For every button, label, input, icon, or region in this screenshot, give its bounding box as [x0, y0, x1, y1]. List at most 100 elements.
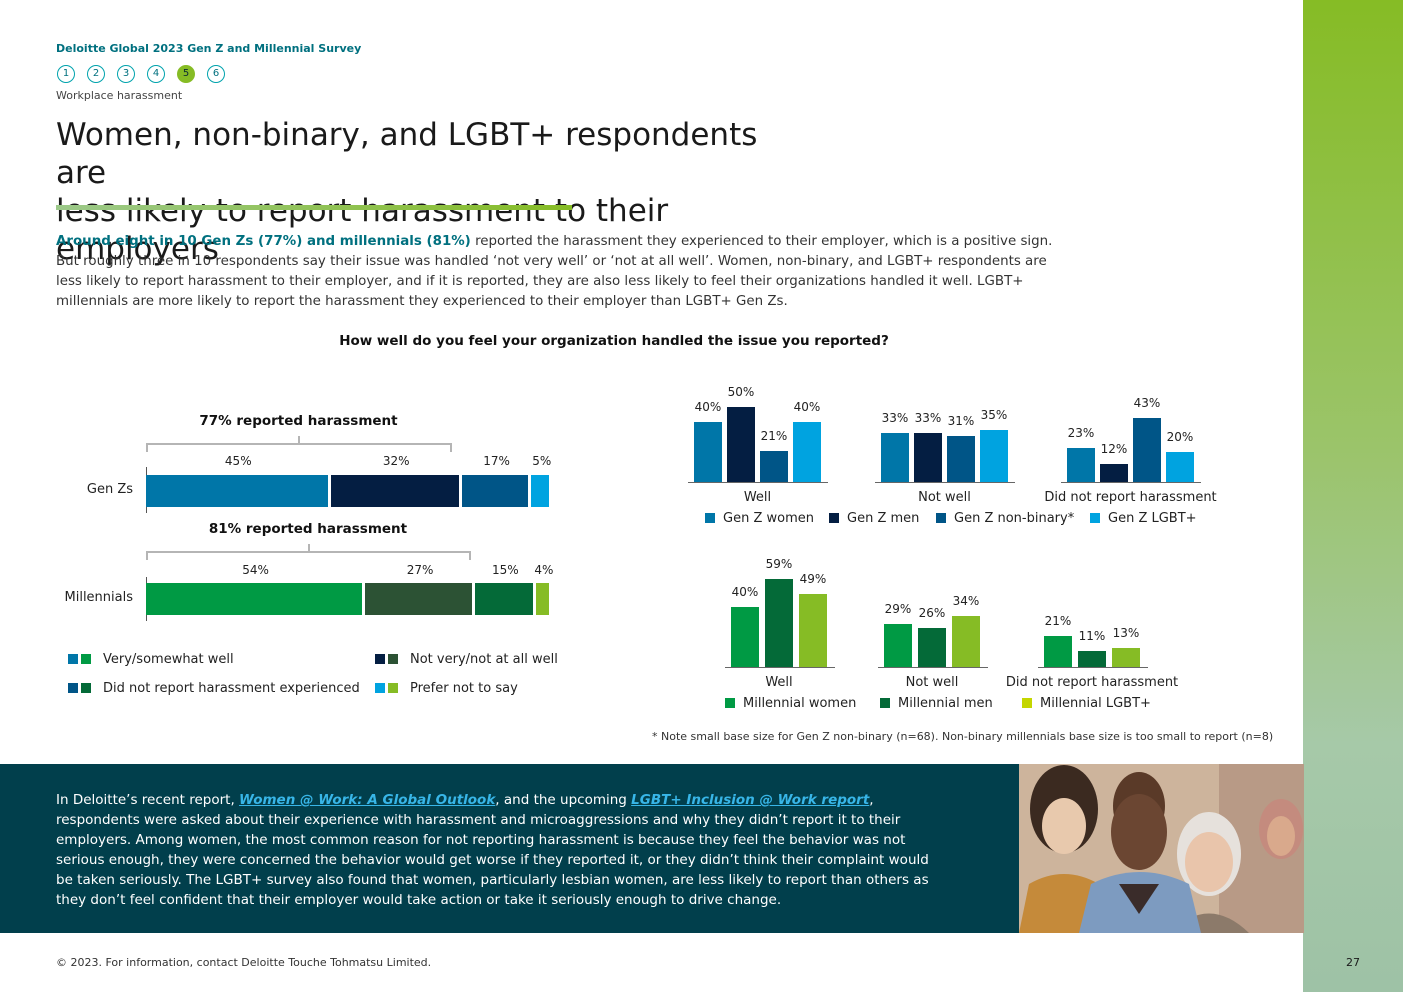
legend-swatch: [375, 654, 385, 664]
grouped-bar: [952, 616, 980, 667]
legend-item: Gen Z LGBT+: [1090, 511, 1197, 526]
grouped-bar-value-label: 31%: [947, 413, 975, 428]
legend-swatch: [388, 654, 398, 664]
decorative-side-bar: [1303, 0, 1403, 992]
group-baseline: [1061, 482, 1201, 483]
legend-item: Prefer not to say: [375, 681, 518, 696]
legend-label: Millennial women: [743, 696, 857, 711]
legend-item: Not very/not at all well: [375, 652, 558, 667]
lgbt-inclusion-link[interactable]: LGBT+ Inclusion @ Work report: [631, 792, 870, 808]
page-title-line2: less likely to report harassment to thei…: [56, 193, 669, 267]
legend-swatch: [705, 513, 715, 523]
group-category-label: Did not report harassment: [1005, 675, 1179, 690]
group-baseline: [1038, 667, 1148, 668]
step-4[interactable]: 4: [147, 65, 165, 83]
grouped-bar: [980, 429, 1008, 482]
grouped-bar-value-label: 21%: [1044, 613, 1072, 628]
step-3[interactable]: 3: [117, 65, 135, 83]
grouped-bar: [918, 628, 946, 667]
grouped-bar: [947, 435, 975, 482]
legend-item: Millennial women: [725, 696, 856, 711]
legend-swatch: [829, 513, 839, 523]
legend-swatch: [1022, 698, 1032, 708]
legend-item: Did not report harassment experienced: [68, 681, 360, 696]
legend-item: Gen Z men: [829, 511, 919, 526]
callout-text-part2: , and the upcoming: [495, 792, 632, 808]
stacked-bar-segment: [474, 583, 533, 615]
grouped-bar-value-label: 59%: [765, 556, 793, 571]
grouped-bar: [694, 422, 722, 482]
legend-label: Not very/not at all well: [410, 652, 558, 667]
legend-swatch: [725, 698, 735, 708]
legend-label: Millennial LGBT+: [1040, 696, 1151, 711]
stacked-bar-value-label: 17%: [483, 454, 510, 468]
footnote: * Note small base size for Gen Z non-bin…: [652, 730, 1274, 743]
legend-swatch: [81, 683, 91, 693]
annotation-bracket-tick-0: [298, 436, 300, 443]
annotation-bracket-1: [146, 551, 471, 560]
stacked-bar-segment: [461, 475, 529, 507]
page-number: 27: [1346, 956, 1360, 969]
grouped-bar-value-label: 43%: [1133, 395, 1161, 410]
annotation-0: 77% reported harassment: [199, 413, 398, 429]
legend-swatch: [68, 654, 78, 664]
grouped-bar-value-label: 50%: [727, 385, 755, 399]
step-2[interactable]: 2: [87, 65, 105, 83]
legend-label: Millennial men: [898, 696, 993, 711]
step-5[interactable]: 5: [177, 65, 195, 83]
grouped-bar: [727, 407, 755, 482]
legend-item: Gen Z women: [705, 511, 814, 526]
stacked-bar-value-label: 27%: [406, 563, 434, 577]
copyright-footer: © 2023. For information, contact Deloitt…: [56, 956, 432, 969]
grouped-bar-value-label: 13%: [1112, 625, 1140, 640]
group-category-label: Not well: [918, 490, 971, 505]
group-category-label: Not well: [905, 675, 959, 690]
grouped-bar-value-label: 26%: [918, 606, 946, 620]
stacked-bar-value-label: 15%: [491, 563, 519, 577]
group-category-label: Well: [765, 675, 793, 690]
grouped-bar: [765, 578, 793, 667]
callout-text-part3: , respondents were asked about their exp…: [56, 792, 929, 908]
stacked-bar-value-label: 45%: [224, 454, 252, 468]
group-category-label: Well: [743, 490, 772, 505]
stacked-bar-segment: [531, 475, 549, 507]
callout-text-part1: In Deloitte’s recent report,: [56, 792, 240, 808]
intro-paragraph: Around eight in 10 Gen Zs (77%) and mill…: [56, 232, 1066, 312]
stacked-bar-segment: [535, 583, 549, 615]
grouped-bar: [1166, 452, 1194, 482]
step-1[interactable]: 1: [57, 65, 75, 83]
grouped-bar-value-label: 23%: [1067, 425, 1095, 440]
legend-label: Gen Z non-binary*: [954, 511, 1075, 526]
grouped-bar: [881, 432, 909, 482]
row-label-1: Millennials: [64, 590, 134, 605]
grouped-bar: [1133, 417, 1161, 482]
grouped-bar-value-label: 40%: [793, 400, 821, 414]
grouped-bar: [1078, 650, 1106, 667]
grouped-bar-value-label: 34%: [952, 594, 980, 608]
grouped-bar-value-label: 29%: [884, 601, 912, 616]
grouped-bar-value-label: 49%: [799, 571, 827, 586]
legend-swatch: [81, 654, 91, 664]
intro-highlight: Around eight in 10 Gen Zs (77%) and mill…: [56, 234, 471, 249]
grouped-bar: [1100, 464, 1128, 482]
stacked-bar-value-label: 5%: [532, 454, 552, 468]
page-title-line1: Women, non-binary, and LGBT+ respondents…: [56, 117, 758, 191]
legend-item: Very/somewhat well: [68, 652, 234, 667]
women-at-work-link[interactable]: Women @ Work: A Global Outlook: [239, 792, 496, 808]
people-photo-illustration: [1019, 764, 1304, 933]
step-6[interactable]: 6: [207, 65, 225, 83]
grouped-bar-value-label: 11%: [1078, 628, 1106, 643]
grouped-bar: [914, 432, 942, 482]
legend-label: Did not report harassment experienced: [103, 681, 360, 696]
legend-swatch: [388, 683, 398, 693]
legend-swatch: [375, 683, 385, 693]
legend-item: Millennial men: [880, 696, 993, 711]
legend-label: Gen Z LGBT+: [1108, 511, 1197, 526]
stacked-bar-value-label: 54%: [242, 563, 269, 577]
stacked-bar-value-label: 32%: [382, 454, 410, 468]
legend-label: Prefer not to say: [410, 681, 518, 696]
legend-swatch: [1090, 513, 1100, 523]
grouped-bar: [884, 623, 912, 667]
stacked-bar-segment: [330, 475, 459, 507]
grouped-bar: [760, 450, 788, 482]
